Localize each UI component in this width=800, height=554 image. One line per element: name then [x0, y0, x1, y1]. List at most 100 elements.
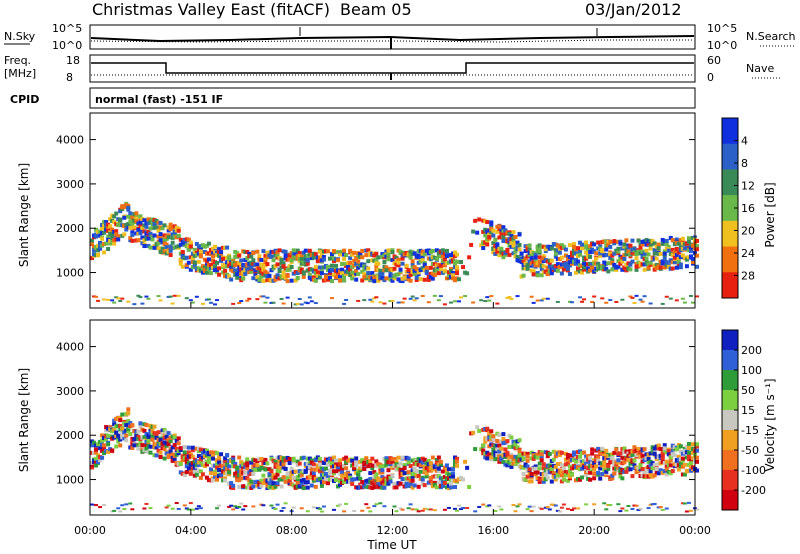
velocity-cell-899	[368, 471, 373, 476]
power-cell-397	[211, 251, 215, 256]
power-cell-1489	[571, 245, 576, 250]
velocity-cell-1003	[400, 477, 405, 482]
date-label: 03/Jan/2012	[585, 0, 682, 19]
velocity-cell-103	[120, 412, 125, 417]
velocity-cell-515	[249, 468, 254, 473]
power-cell-1387	[539, 267, 544, 272]
velocity-cell-374	[204, 475, 209, 480]
velocity-cell-726	[313, 484, 318, 489]
power-cell-958	[388, 270, 393, 275]
velocity-cell-1413	[545, 454, 550, 459]
power-cell-456	[231, 269, 236, 274]
velocity-cell-40	[102, 451, 107, 456]
power-cell-989	[396, 260, 401, 265]
power-cell-256	[168, 227, 173, 232]
velocity-cell-810	[340, 465, 345, 470]
velocity-cell-1846	[678, 457, 683, 462]
power-cell-1254	[497, 224, 502, 229]
power-cell-1382	[539, 258, 544, 263]
power-cell-564	[263, 259, 268, 264]
power-cell-164	[138, 296, 143, 299]
power-cell-838	[350, 276, 355, 281]
power-cell-1353	[529, 261, 534, 266]
velocity-cell-933	[378, 470, 383, 475]
velocity-cell-1069	[420, 477, 425, 482]
velocity-cell-674	[297, 461, 302, 466]
power-cell-654	[291, 251, 296, 256]
power-cell-1615	[612, 251, 617, 256]
velocity-cell-811	[340, 473, 345, 478]
power-colorbar-tick-label-6: 28	[741, 270, 755, 283]
velocity-cell-821	[344, 477, 349, 482]
power-cell-1793	[668, 259, 673, 264]
velocity-cell-1802	[664, 472, 669, 477]
velocity-cell-1100	[430, 455, 435, 460]
velocity-cell-1353	[527, 479, 532, 484]
power-cell-1355	[529, 295, 534, 298]
power-cell-1641	[620, 259, 625, 264]
power-cell-1544	[590, 247, 595, 252]
velocity-cell-1859	[682, 472, 687, 477]
power-cell-947	[384, 276, 389, 281]
velocity-cell-1277	[503, 452, 508, 457]
velocity-cell-1716	[638, 450, 643, 455]
power-cell-826	[346, 260, 351, 265]
velocity-cell-1672	[624, 509, 629, 512]
power-cell-1277	[505, 248, 510, 253]
velocity-cell-937	[380, 470, 385, 475]
power-ytick-label-3: 4000	[56, 134, 84, 147]
velocity-cell-1546	[586, 466, 591, 471]
velocity-cell-24	[96, 442, 101, 447]
power-cell-1818	[676, 265, 681, 270]
velocity-colorbar-tick-label-2: 50	[741, 384, 755, 397]
velocity-cell-647	[289, 466, 294, 471]
power-cell-627	[283, 266, 288, 271]
power-cell-1111	[434, 263, 439, 268]
velocity-cell-259	[170, 452, 175, 457]
power-cell-1350	[529, 253, 534, 258]
velocity-cell-945	[382, 456, 387, 461]
velocity-cell-1098	[428, 476, 433, 481]
velocity-cell-750	[321, 472, 326, 477]
velocity-cell-1085	[424, 466, 429, 471]
power-cell-1332	[523, 244, 528, 249]
velocity-cell-1252	[495, 447, 500, 452]
power-cell-867	[360, 248, 365, 253]
velocity-cell-1482	[565, 470, 570, 475]
power-cell-513	[247, 297, 252, 300]
velocity-cell-518	[249, 471, 254, 476]
velocity-cell-598	[275, 456, 280, 461]
velocity-cell-757	[323, 476, 328, 481]
power-cell-901	[370, 276, 375, 281]
power-cell-1835	[680, 246, 685, 251]
velocity-cell-667	[295, 478, 300, 483]
velocity-cell-843	[350, 458, 355, 463]
velocity-ytick-label-1: 2000	[56, 429, 84, 442]
velocity-cell-161	[138, 441, 143, 446]
velocity-cell-875	[360, 509, 365, 512]
velocity-cell-1797	[662, 469, 667, 474]
power-cell-1747	[652, 251, 657, 256]
power-cell-567	[265, 250, 270, 255]
velocity-cell-52	[106, 449, 111, 454]
velocity-cell-700	[305, 462, 310, 467]
power-cell-713	[309, 255, 314, 260]
power-cell-147	[134, 238, 139, 243]
power-cell-1180	[457, 300, 462, 303]
power-cell-1123	[438, 266, 443, 271]
power-cell-1278	[505, 239, 510, 244]
power-cell-973	[392, 261, 397, 266]
power-cell-388	[208, 266, 213, 271]
velocity-cell-1336	[521, 471, 526, 476]
velocity-cell-1768	[654, 444, 659, 449]
power-cell-208	[152, 221, 157, 226]
velocity-cell-458	[231, 483, 236, 488]
power-cell-1748	[654, 262, 659, 267]
power-cell-1444	[557, 264, 562, 269]
velocity-cell-849	[352, 461, 357, 466]
power-cell-1324	[519, 251, 524, 256]
power-cell-690	[303, 262, 308, 267]
power-cell-1714	[642, 251, 647, 256]
power-cell-1651	[624, 238, 629, 243]
